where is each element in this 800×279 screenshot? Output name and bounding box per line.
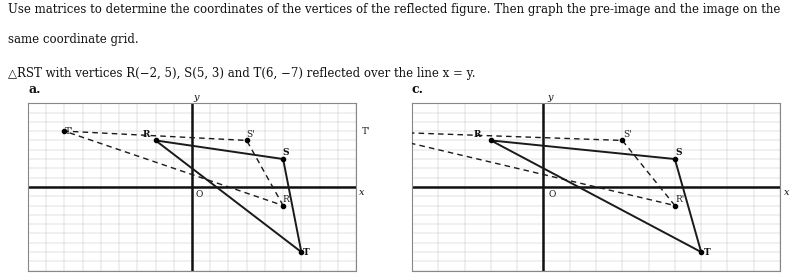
Text: c.: c. (412, 83, 424, 96)
Text: T': T' (362, 127, 370, 136)
Text: S': S' (623, 129, 632, 139)
Text: S': S' (246, 129, 254, 139)
Text: S: S (675, 148, 682, 157)
Text: T: T (704, 248, 711, 257)
Text: Use matrices to determine the coordinates of the vertices of the reflected figur: Use matrices to determine the coordinate… (8, 3, 780, 16)
Text: T': T' (65, 127, 74, 136)
Text: O: O (549, 190, 556, 199)
Text: same coordinate grid.: same coordinate grid. (8, 33, 138, 47)
Text: x: x (358, 188, 364, 197)
Text: T: T (302, 248, 310, 257)
Text: R: R (474, 130, 482, 139)
Text: y: y (547, 93, 553, 102)
Text: a.: a. (28, 83, 41, 96)
Text: O: O (196, 190, 203, 199)
Text: R: R (142, 130, 150, 139)
Text: △RST with vertices R(−2, 5), S(5, 3) and T(6, −7) reflected over the line x = y.: △RST with vertices R(−2, 5), S(5, 3) and… (8, 67, 475, 80)
Text: R': R' (282, 195, 291, 204)
Text: R': R' (675, 195, 685, 204)
Text: y: y (194, 93, 199, 102)
Text: S: S (282, 148, 289, 157)
Text: x: x (784, 188, 790, 197)
